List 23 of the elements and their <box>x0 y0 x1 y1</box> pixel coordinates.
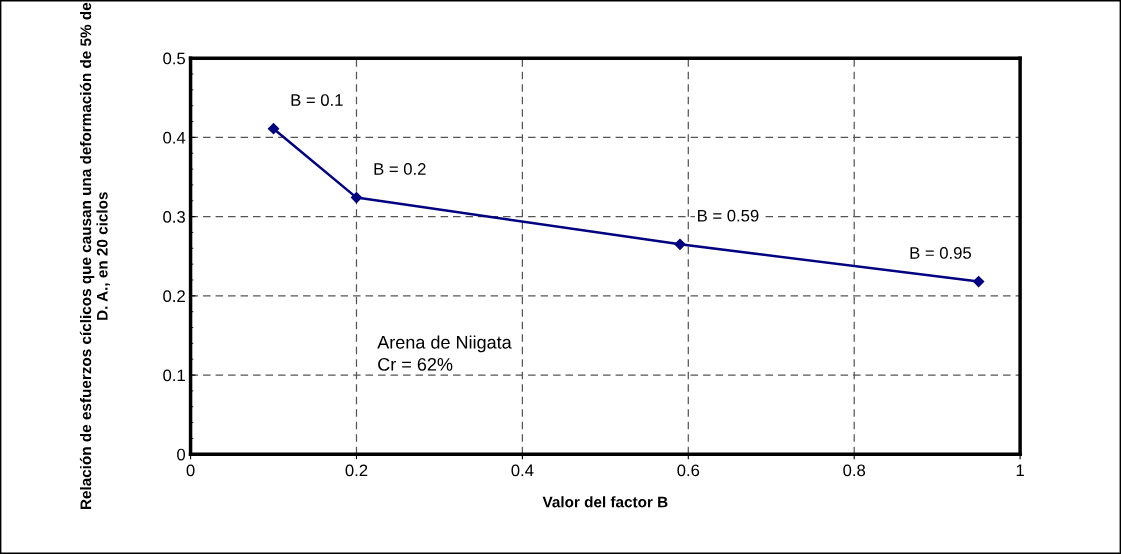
y-tick-label: 0.1 <box>163 369 185 382</box>
y-tick-label: 0.3 <box>163 211 185 223</box>
annotation: B = 0.95 <box>910 247 971 259</box>
annotation: B = 0.1 <box>291 94 343 106</box>
point <box>350 191 363 204</box>
y-tick-label: 0.4 <box>163 131 186 144</box>
x-tick-label: 0.2 <box>345 464 368 477</box>
x-tick-label: 1 <box>1016 464 1024 477</box>
y-tick-label: 0.5 <box>163 52 186 65</box>
y-tick-label: 0.2 <box>163 290 185 303</box>
point <box>973 275 985 288</box>
annotation: B = 0.2 <box>374 163 426 175</box>
point <box>674 238 686 250</box>
y-axis-title: Relación de esfuerzos cíclicos que causan una deformación de 5% de D. A., en 20 ciclos <box>79 2 110 510</box>
x-tick-label: 0.6 <box>677 464 700 477</box>
x-axis-title: Valor del factor B <box>542 496 668 508</box>
x-tick-label: 0 <box>186 464 195 477</box>
y-tick-label: 0 <box>177 448 186 461</box>
x-tick-label: 0.4 <box>511 464 534 477</box>
annotation: B = 0.59 <box>698 209 759 222</box>
point <box>267 123 280 135</box>
x-tick-label: 0.8 <box>843 464 866 477</box>
annotation: Arena de Niigata Cr = 62% <box>377 335 512 371</box>
